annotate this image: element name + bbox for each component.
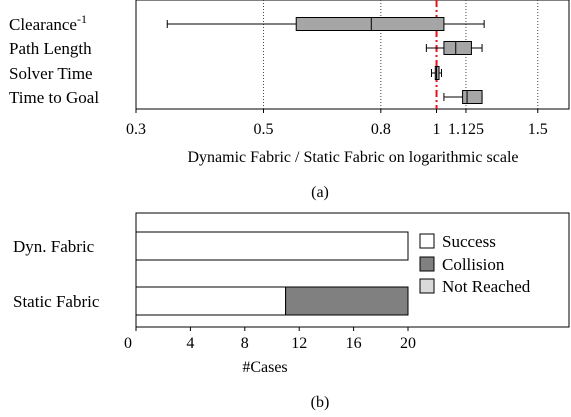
category-label-dyn-fabric: Dyn. Fabric — [13, 237, 95, 256]
box-iqr — [443, 41, 472, 55]
boxplot-boxes — [166, 17, 485, 104]
bar-chart-x-axis-label: #Cases — [242, 359, 287, 376]
category-label-time-to-goal: Time to Goal — [9, 88, 99, 107]
x-tick-label: 0.8 — [371, 121, 391, 138]
caption-b: (b) — [311, 394, 330, 411]
boxplot-x-axis-label: Dynamic Fabric / Static Fabric on logari… — [187, 149, 518, 166]
x-tick-label: 1.5 — [528, 121, 548, 138]
boxplot-category-labels: Clearance-1 Path Length Solver Time Time to… — [9, 12, 99, 107]
x-tick-label: 0.5 — [254, 121, 274, 138]
box-iqr — [462, 90, 483, 104]
legend-swatch-success — [419, 233, 435, 249]
legend-label-success: Success — [442, 232, 496, 251]
legend-swatch-not-reached — [419, 278, 435, 294]
boxplot-x-tick-labels: 0.3 0.5 0.8 1 1.125 1.5 — [126, 109, 548, 138]
bar-chart-x-tick-labels: 0 4 8 12 16 20 — [124, 327, 416, 352]
category-label-clearance: Clearance-1 — [9, 12, 87, 34]
bar-chart-bars — [135, 231, 409, 316]
x-tick-label: 0 — [124, 335, 132, 352]
x-tick-label: 0.3 — [126, 121, 146, 138]
box-time-to-goal — [443, 90, 483, 104]
bar-dyn-fabric-success — [135, 231, 409, 261]
bar-chart: Dyn. Fabric Static Fabric 0 4 8 12 16 20 Succe… — [13, 212, 570, 411]
x-tick-label: 1 — [433, 121, 441, 138]
legend-label-collision: Collision — [442, 255, 505, 274]
category-label-solver-time: Solver Time — [9, 64, 93, 83]
x-tick-label: 4 — [186, 335, 194, 352]
box-iqr — [295, 17, 445, 31]
boxplot-grid — [263, 0, 539, 109]
box-path-length — [425, 41, 483, 55]
bar-static-fabric-success — [135, 286, 287, 316]
legend-label-not-reached: Not Reached — [442, 277, 531, 296]
x-tick-label: 20 — [400, 335, 416, 352]
box-solver-time — [430, 66, 442, 80]
bar-chart-frame — [135, 212, 570, 328]
superscript: -1 — [77, 12, 87, 26]
x-tick-label: 16 — [346, 335, 362, 352]
bar-chart-category-labels: Dyn. Fabric Static Fabric — [13, 237, 100, 311]
category-label-path-length: Path Length — [9, 39, 92, 58]
legend-swatch-collision — [419, 256, 435, 272]
category-label-static-fabric: Static Fabric — [13, 292, 100, 311]
caption-a: (a) — [311, 184, 329, 201]
boxplot-frame — [135, 0, 570, 110]
x-tick-label: 1.125 — [448, 121, 484, 138]
box-clearance — [166, 17, 485, 31]
box-iqr — [434, 66, 440, 80]
legend: Success Collision Not Reached — [419, 232, 531, 296]
boxplot-chart: Clearance-1 Path Length Solver Time Time to… — [9, 0, 570, 201]
x-tick-label: 12 — [291, 335, 307, 352]
x-tick-label: 8 — [241, 335, 249, 352]
bar-static-fabric-collision — [285, 286, 409, 316]
